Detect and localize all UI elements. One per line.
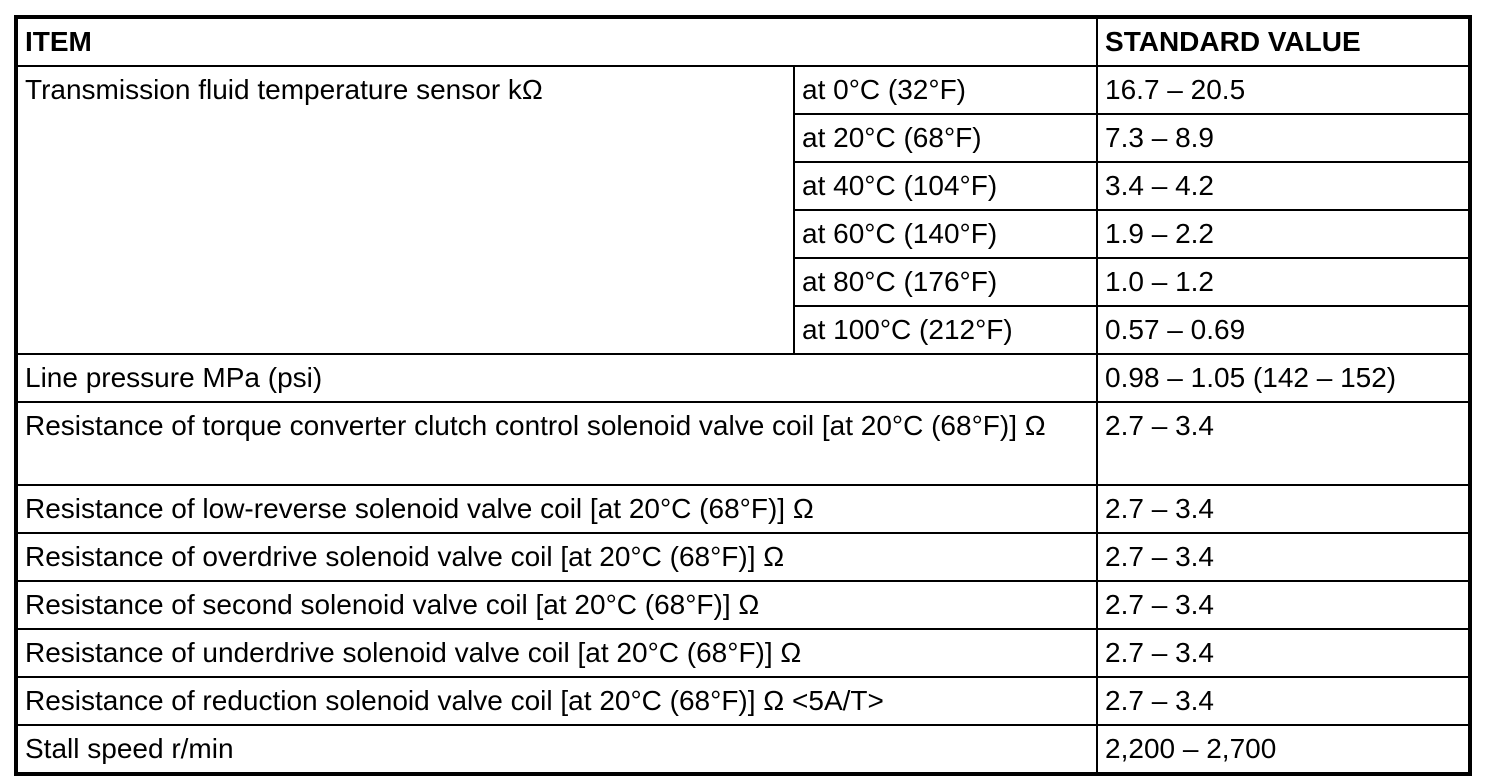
condition-cell: at 60°C (140°F) (792, 208, 1099, 259)
condition-cell: at 100°C (212°F) (792, 304, 1099, 355)
header-standard-value: STANDARD VALUE (1096, 16, 1472, 67)
table-row: Resistance of second solenoid valve coil… (14, 579, 1472, 630)
item-cell: Resistance of underdrive solenoid valve … (14, 627, 1099, 678)
value-cell: 2,200 – 2,700 (1096, 723, 1472, 775)
value-cell: 1.0 – 1.2 (1096, 256, 1472, 307)
table-row: at 40°C (104°F) 3.4 – 4.2 (16, 160, 1472, 211)
value-cell: 2.7 – 3.4 (1096, 627, 1472, 678)
table-row: at 60°C (140°F) 1.9 – 2.2 (16, 208, 1472, 259)
value-cell: 2.7 – 3.4 (1096, 483, 1472, 534)
item-cell: Resistance of overdrive solenoid valve c… (14, 531, 1099, 582)
table-row: Resistance of overdrive solenoid valve c… (14, 531, 1472, 582)
table-row: at 20°C (68°F) 7.3 – 8.9 (16, 112, 1472, 163)
item-cell: Resistance of low-reverse solenoid valve… (14, 483, 1099, 534)
table-row: at 100°C (212°F) 0.57 – 0.69 (16, 304, 1472, 355)
condition-cell: at 80°C (176°F) (792, 256, 1099, 307)
item-cell: Resistance of torque converter clutch co… (14, 400, 1099, 486)
value-cell: 2.7 – 3.4 (1096, 531, 1472, 582)
condition-cell: at 0°C (32°F) (792, 64, 1099, 115)
table-row: Resistance of underdrive solenoid valve … (14, 627, 1472, 678)
value-cell: 2.7 – 3.4 (1096, 675, 1472, 726)
item-cell: Stall speed r/min (14, 723, 1099, 775)
value-cell: 0.98 – 1.05 (142 – 152) (1096, 352, 1472, 403)
value-cell: 2.7 – 3.4 (1096, 400, 1472, 486)
value-cell: 1.9 – 2.2 (1096, 208, 1472, 259)
table-header-row: ITEM STANDARD VALUE (14, 16, 1472, 67)
table-row: Stall speed r/min 2,200 – 2,700 (14, 723, 1472, 775)
table-row: Line pressure MPa (psi) 0.98 – 1.05 (142… (14, 352, 1472, 403)
value-cell: 3.4 – 4.2 (1096, 160, 1472, 211)
item-cell: Resistance of second solenoid valve coil… (14, 579, 1099, 630)
table-row: Transmission fluid temperature sensor kΩ… (15, 64, 1472, 355)
table-row: at 80°C (176°F) 1.0 – 1.2 (16, 256, 1472, 307)
sensor-group-label: Transmission fluid temperature sensor kΩ (15, 64, 795, 355)
value-cell: 16.7 – 20.5 (1096, 64, 1472, 115)
header-item: ITEM (14, 16, 1099, 67)
item-cell: Resistance of reduction solenoid valve c… (14, 675, 1099, 726)
table-row: Resistance of reduction solenoid valve c… (14, 675, 1472, 726)
table-row: Resistance of low-reverse solenoid valve… (14, 483, 1472, 534)
value-cell: 0.57 – 0.69 (1096, 304, 1472, 355)
table-row: Resistance of torque converter clutch co… (14, 400, 1472, 486)
condition-cell: at 40°C (104°F) (792, 160, 1099, 211)
condition-cell: at 20°C (68°F) (792, 112, 1099, 163)
spec-table-container: ITEM STANDARD VALUE Transmission fluid t… (14, 15, 1473, 776)
item-cell: Line pressure MPa (psi) (14, 352, 1099, 403)
value-cell: 2.7 – 3.4 (1096, 579, 1472, 630)
transmission-spec-table: ITEM STANDARD VALUE Transmission fluid t… (14, 15, 1473, 776)
value-cell: 7.3 – 8.9 (1096, 112, 1472, 163)
